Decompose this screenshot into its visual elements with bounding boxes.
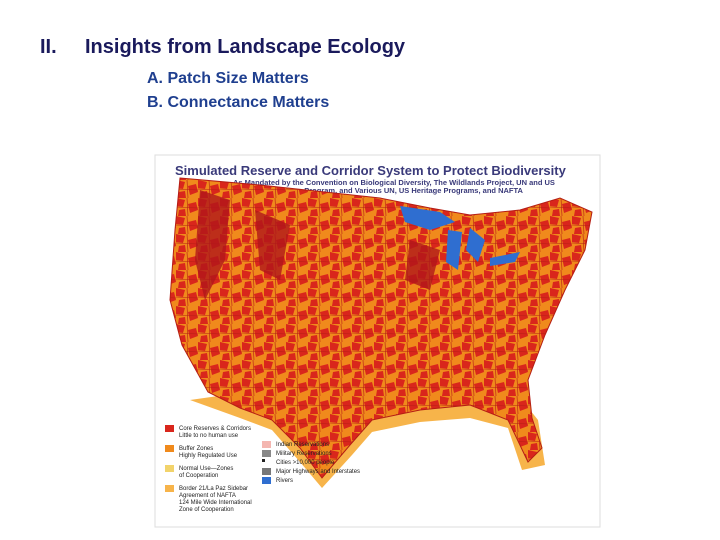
legend-label: Core Reserves & Corridors: [179, 426, 251, 432]
legend-label: Cities >10,000 people: [276, 460, 335, 466]
figure-title: Simulated Reserve and Corridor System to…: [175, 163, 567, 178]
core-reserve: [195, 190, 440, 300]
legend-swatch: [262, 468, 271, 475]
heading-title: Insights from Landscape Ecology: [85, 36, 406, 58]
heading-number: II.: [40, 36, 57, 58]
legend-label: Zone of Cooperation: [179, 507, 234, 513]
great-lakes: [400, 206, 520, 270]
legend-label: Indian Reservations: [276, 442, 329, 448]
legend-label: 124 Mile Wide International: [179, 500, 252, 506]
bullet: B. Connectance Matters: [147, 94, 330, 111]
legend-swatch: [262, 441, 271, 448]
legend-label: Normal Use—Zones: [179, 466, 233, 472]
figure-subtitle: Man and Biosphere Program, and Various U…: [233, 186, 524, 195]
legend-swatch: [165, 465, 174, 472]
legend-swatch: [262, 477, 271, 484]
legend-label: Border 21/La Paz Sidebar: [179, 486, 248, 492]
heading: II. Insights from Landscape Ecology: [40, 36, 405, 59]
bullet: A. Patch Size Matters: [147, 70, 309, 87]
legend-label: Little to no human use: [179, 433, 239, 439]
legend-label: Military Reservations: [276, 451, 332, 457]
legend-label: Rivers: [276, 478, 293, 484]
legend-label: Agreement of NAFTA: [179, 493, 236, 499]
legend-swatch: [165, 485, 174, 492]
legend-label: Buffer Zones: [179, 446, 213, 452]
legend-swatch: [165, 425, 174, 432]
legend-swatch: [262, 459, 265, 462]
legend-label: of Cooperation: [179, 473, 218, 479]
legend-label: Major Highways and Interstates: [276, 469, 360, 475]
legend-swatch: [262, 450, 271, 457]
legend-swatch: [165, 445, 174, 452]
legend-label: Highly Regulated Use: [179, 453, 238, 459]
figure-subtitle: As Mandated by the Convention on Biologi…: [233, 178, 555, 187]
